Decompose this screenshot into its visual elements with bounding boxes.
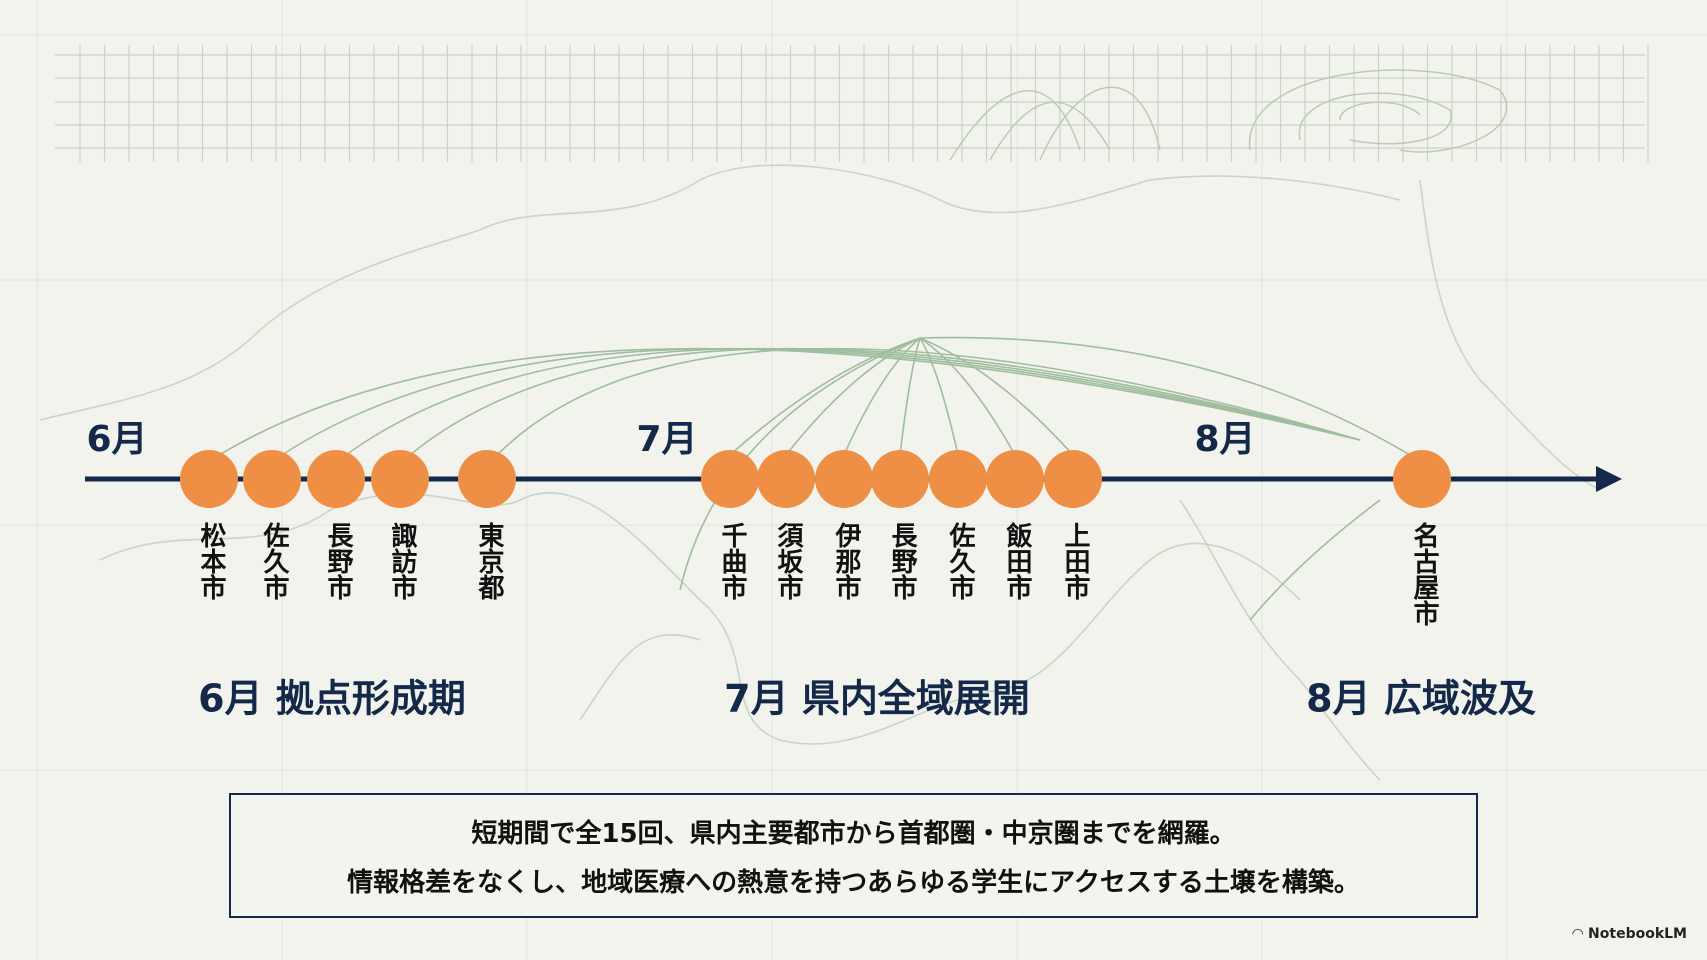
month-label: 6月 (86, 419, 148, 460)
city-marker (757, 450, 815, 508)
contour-lines (949, 69, 1508, 161)
city-label: 諏訪市 (387, 522, 417, 600)
city-label: 伊那市 (831, 522, 861, 600)
city-label: 佐久市 (945, 522, 975, 600)
month-label: 8月 (1194, 419, 1256, 460)
city-label: 上田市 (1060, 522, 1090, 600)
city-marker (371, 450, 429, 508)
phase-label: 8月 広域波及 (1306, 676, 1536, 721)
phase-label: 7月 県内全域展開 (724, 676, 1030, 721)
city-label: 長野市 (323, 522, 353, 600)
route-arcs (218, 336, 1411, 621)
city-marker (1044, 450, 1102, 508)
city-marker (929, 450, 987, 508)
city-marker (307, 450, 365, 508)
city-marker (986, 450, 1044, 508)
city-label: 千曲市 (717, 522, 747, 600)
phase-label: 6月 拠点形成期 (198, 676, 466, 721)
summary-line-1: 短期間で全15回、県内主要都市から首都圏・中京圏までを網羅。 (471, 818, 1236, 849)
notebooklm-logo-icon: ◠ (1572, 926, 1589, 942)
city-label: 名古屋市 (1409, 522, 1439, 626)
city-marker (815, 450, 873, 508)
city-marker (243, 450, 301, 508)
brand-watermark: ◠ NotebookLM (1572, 926, 1687, 942)
city-marker (1393, 450, 1451, 508)
brand-label: NotebookLM (1588, 926, 1687, 942)
city-label: 長野市 (887, 522, 917, 600)
summary-line-2: 情報格差をなくし、地域医療への熱意を持つあらゆる学生にアクセスする土壌を構築。 (347, 867, 1360, 898)
summary-box: 短期間で全15回、県内主要都市から首都圏・中京圏までを網羅。 情報格差をなくし、… (229, 793, 1478, 918)
city-label: 須坂市 (773, 522, 803, 600)
city-label: 佐久市 (259, 522, 289, 600)
city-label: 東京都 (474, 522, 504, 600)
timeline-arrow-icon (1596, 466, 1622, 492)
city-label: 松本市 (196, 522, 226, 600)
city-marker (180, 450, 238, 508)
city-marker (871, 450, 929, 508)
city-marker (701, 450, 759, 508)
month-label: 7月 (636, 419, 698, 460)
city-marker (458, 450, 516, 508)
city-label: 飯田市 (1002, 522, 1032, 600)
